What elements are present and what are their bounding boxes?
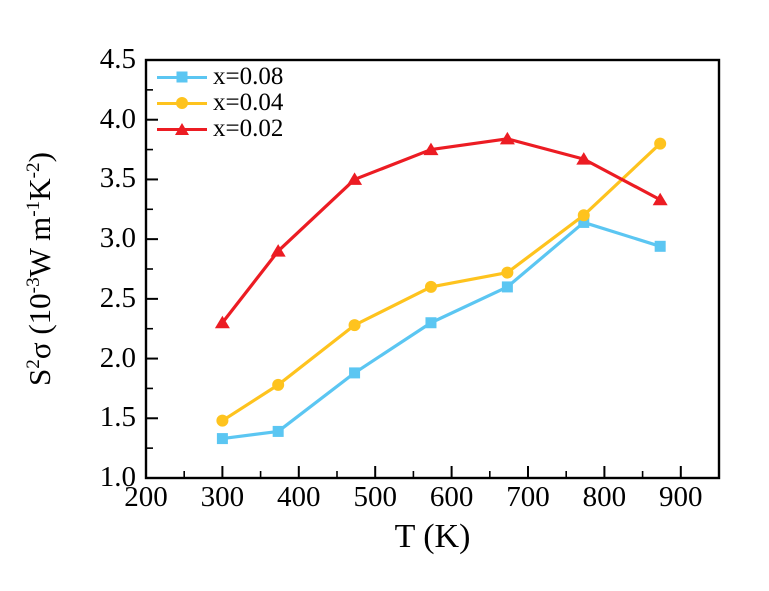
legend-sample <box>157 90 207 116</box>
triangle-marker-icon <box>175 123 189 135</box>
legend: x=0.08 x=0.04 x=0.02 <box>157 64 283 142</box>
legend-item: x=0.02 <box>157 116 283 142</box>
legend-label: x=0.08 <box>213 63 284 90</box>
y-axis-title-text: ) <box>22 152 57 163</box>
y-tick-label: 3.0 <box>99 222 136 255</box>
x-tick-label: 900 <box>659 481 703 513</box>
y-tick-label: 3.5 <box>99 162 136 195</box>
legend-item: x=0.08 <box>157 64 283 90</box>
legend-sample <box>157 116 207 142</box>
legend-label: x=0.04 <box>213 89 284 116</box>
circle-marker-icon <box>176 97 188 109</box>
x-axis-title: T (K) <box>394 518 471 555</box>
y-tick-label: 2.0 <box>99 341 136 374</box>
legend-label: x=0.02 <box>213 115 284 142</box>
y-axis-title-superscript: -3 <box>23 277 45 294</box>
y-tick-label: 1.5 <box>99 401 136 434</box>
x-tick-label: 800 <box>582 481 627 513</box>
y-axis-title-text: σ (10 <box>22 293 57 360</box>
y-axis-title-text: S <box>22 368 57 386</box>
x-tick-label: 300 <box>200 481 245 513</box>
legend-sample <box>157 64 207 90</box>
x-tick-label: 400 <box>277 481 321 513</box>
x-tick-label: 600 <box>429 481 474 513</box>
y-tick-label: 2.5 <box>99 281 136 314</box>
y-axis-title-text: K <box>22 178 57 201</box>
y-axis-title-text: W m <box>22 216 57 278</box>
y-axis-title-superscript: -1 <box>23 200 45 217</box>
x-tick-label: 500 <box>353 481 397 513</box>
y-axis-title: S2σ (10-3W m-1K-2) <box>22 152 58 386</box>
y-axis-title-superscript: 2 <box>23 359 45 369</box>
y-tick-label: 4.0 <box>99 102 136 135</box>
y-axis-title-superscript: -2 <box>23 162 45 179</box>
x-tick-label: 700 <box>506 481 550 513</box>
y-tick-label: 1.0 <box>99 461 136 493</box>
x-tick-label: 200 <box>124 481 168 513</box>
y-tick-label: 4.5 <box>99 43 136 75</box>
square-marker-icon <box>176 71 188 83</box>
legend-item: x=0.04 <box>157 90 283 116</box>
